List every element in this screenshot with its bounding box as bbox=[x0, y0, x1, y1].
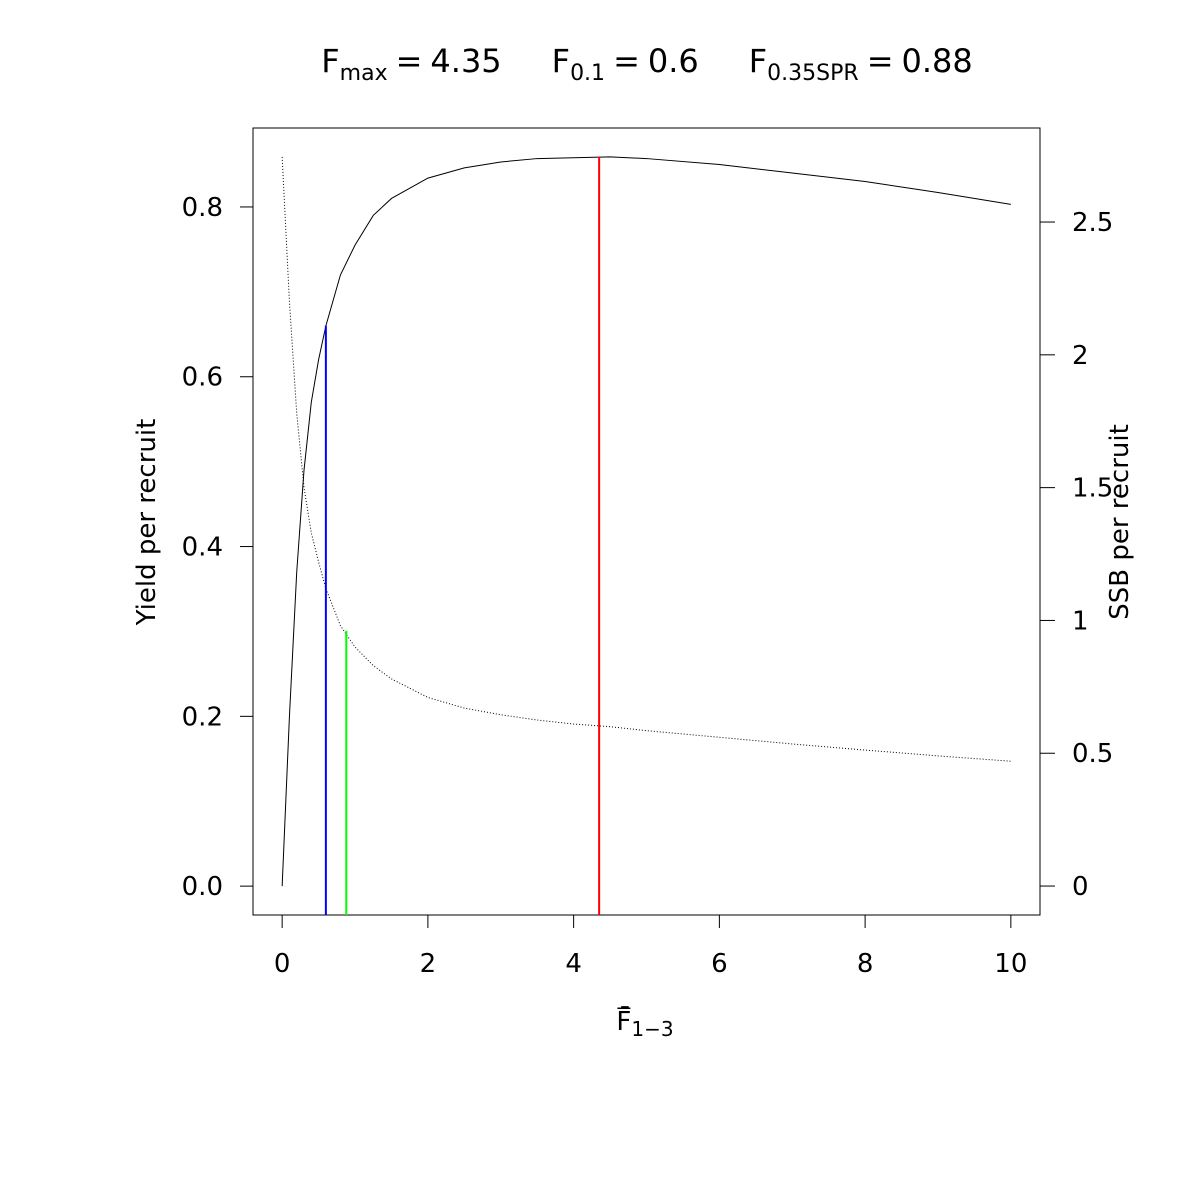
y-tick-label: 0.0 bbox=[182, 872, 223, 902]
y-tick-label: 0.4 bbox=[182, 533, 223, 563]
series-line bbox=[281, 156, 1011, 762]
title-value: 4.35 bbox=[430, 42, 501, 80]
title-subscript: max bbox=[340, 61, 388, 86]
series-line bbox=[281, 156, 1011, 887]
x-label-main: F̄ bbox=[616, 1005, 631, 1037]
x-tick-label: 6 bbox=[711, 949, 728, 979]
x-label-sub: 1−3 bbox=[631, 1017, 673, 1041]
title-symbol: F bbox=[552, 42, 570, 80]
y2-axis-label: SSB per recruit bbox=[1105, 424, 1135, 620]
plot-frame bbox=[252, 127, 1041, 916]
y-tick-label: 0.2 bbox=[182, 702, 223, 732]
y2-tick-label: 2.5 bbox=[1072, 208, 1113, 238]
title-symbol: F bbox=[749, 42, 767, 80]
title-symbol: F bbox=[321, 42, 339, 80]
title-sign: = bbox=[613, 42, 640, 80]
y2-tick-label: 1 bbox=[1072, 606, 1089, 636]
y2-tick-label: 1.5 bbox=[1072, 474, 1113, 504]
title-value: 0.88 bbox=[902, 42, 973, 80]
y2-tick-label: 2 bbox=[1072, 341, 1089, 371]
x-axis-label: F̄1−3 bbox=[616, 1005, 673, 1041]
title-subscript: 0.1 bbox=[570, 61, 605, 86]
x-tick-label: 8 bbox=[857, 949, 874, 979]
y2-tick-label: 0.5 bbox=[1072, 739, 1113, 769]
title-sign: = bbox=[867, 42, 894, 80]
title-value: 0.6 bbox=[648, 42, 699, 80]
x-tick-label: 4 bbox=[565, 949, 582, 979]
y-tick-label: 0.6 bbox=[182, 363, 223, 393]
title-sign: = bbox=[396, 42, 423, 80]
x-tick-label: 10 bbox=[994, 949, 1027, 979]
x-tick-label: 0 bbox=[274, 949, 291, 979]
chart-title: Fmax = 4.35 F0.1 = 0.6 F0.35SPR = 0.88 bbox=[321, 42, 973, 86]
title-subscript: 0.35SPR bbox=[767, 61, 859, 86]
y-tick-label: 0.8 bbox=[182, 193, 223, 223]
y2-tick-label: 0 bbox=[1072, 872, 1089, 902]
x-tick-label: 2 bbox=[420, 949, 437, 979]
y-axis-label: Yield per recruit bbox=[132, 419, 162, 627]
